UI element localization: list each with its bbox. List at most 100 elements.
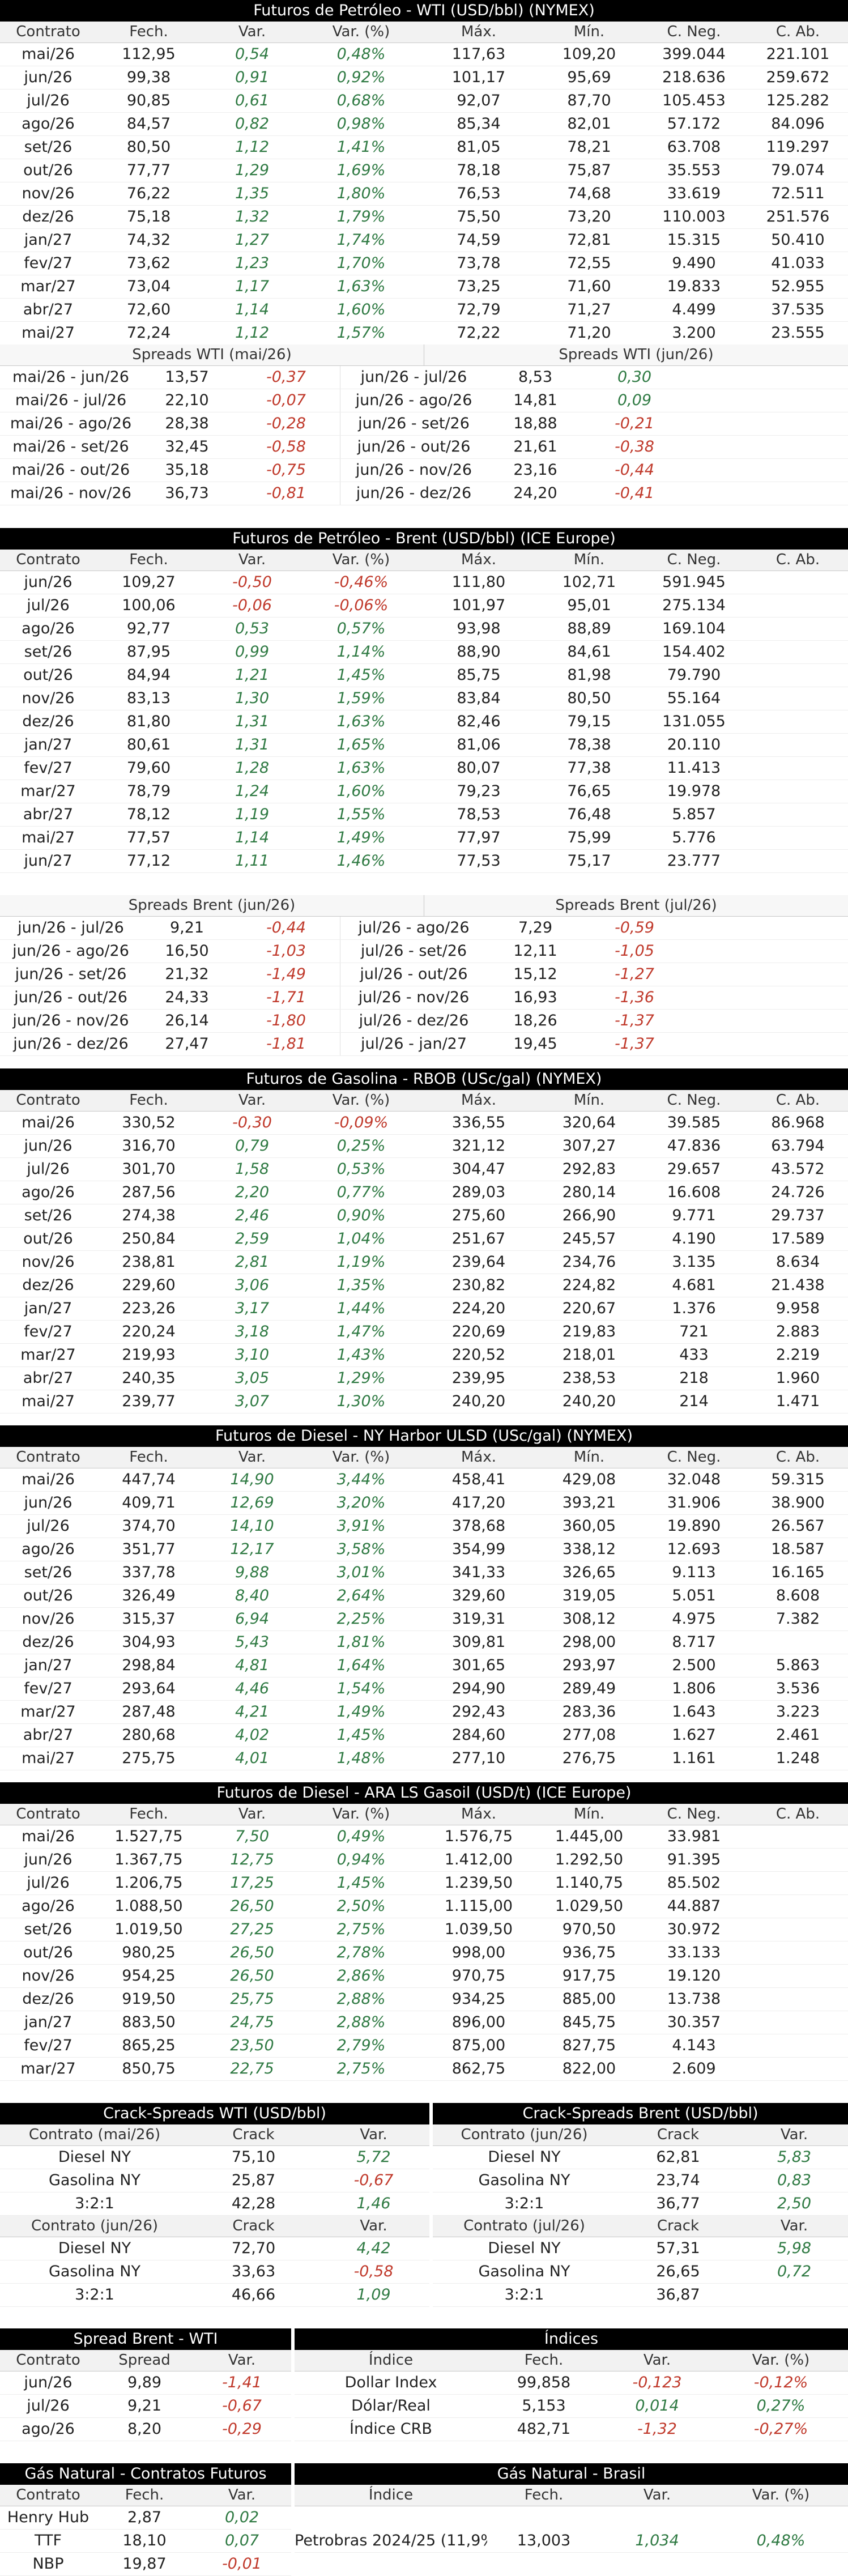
table-cell: 3,18 — [235, 1323, 270, 1340]
spread-cell: mai/26 - jul/26 — [15, 391, 127, 409]
spread-cell: 35,18 — [165, 461, 209, 479]
table-cell: 276,75 — [562, 1749, 616, 1767]
table-cell: jul/26 — [27, 92, 70, 109]
spread-row: mai/26 - nov/26 36,73 -0,81 jun/26 - dez/26… — [0, 482, 848, 505]
table-cell: 81,98 — [567, 666, 611, 684]
column-header: Var. — [360, 2217, 387, 2234]
table-cell — [748, 687, 848, 710]
spread-cell: 9,21 — [169, 919, 204, 936]
table-cell: 84,57 — [126, 115, 171, 133]
table-cell: 77,53 — [457, 852, 501, 870]
table-cell: 1,63% — [336, 278, 386, 295]
table-cell: 4.681 — [672, 1276, 716, 1294]
table-cell: 220,69 — [451, 1323, 506, 1340]
table-cell: 3,91% — [336, 1517, 386, 1535]
table-cell: 1,034 — [635, 2532, 679, 2549]
table-cell: 1,81% — [336, 1633, 386, 1651]
table-cell: 319,31 — [451, 1610, 506, 1628]
spread-cell: 27,47 — [165, 1035, 209, 1053]
column-header: Índice — [368, 2486, 414, 2503]
table-cell: ago/26 — [22, 1183, 75, 1201]
table-cell: dez/26 — [22, 1276, 74, 1294]
table-cell: 72,81 — [567, 231, 611, 249]
contract-row: set/26 337,78 9,88 3,01% 341,33 326,65 9.113 16… — [0, 1561, 848, 1585]
table-cell: mar/27 — [20, 278, 76, 295]
index-row: Dólar/Real 5,153 0,014 0,27% — [295, 2395, 848, 2418]
table-cell: 5,83 — [777, 2148, 812, 2166]
table-cell: nov/26 — [22, 1253, 75, 1271]
table-cell: 79.074 — [771, 161, 825, 179]
table-cell: 2,75% — [336, 2060, 386, 2077]
table-cell: 239,77 — [122, 1393, 176, 1410]
table-cell: 374,70 — [122, 1517, 176, 1535]
table-cell: 240,20 — [562, 1393, 616, 1410]
table-cell: 19.833 — [667, 278, 721, 295]
contract-row: out/26 980,25 26,50 2,78% 998,00 936,75 33.133 — [0, 1941, 848, 1965]
table-cell: 341,33 — [451, 1564, 506, 1581]
spread-cell: -0,37 — [266, 368, 306, 386]
table-cell: 298,00 — [562, 1633, 616, 1651]
table-cell: 27,25 — [230, 1921, 274, 1938]
column-header: Contrato — [16, 1449, 80, 1466]
table-cell: Petrobras 2024/25 (11,9%) — [295, 2532, 487, 2549]
table-cell: nov/26 — [22, 1610, 75, 1628]
table-cell: fev/27 — [24, 254, 73, 272]
column-header-row: Contrato Spread Var. — [0, 2350, 291, 2371]
contract-row: nov/26 83,13 1,30 1,59% 83,84 80,50 55.164 — [0, 687, 848, 710]
spread-cell: 7,29 — [518, 919, 553, 936]
column-header: Fech. — [129, 1449, 168, 1466]
spread-cell: jun/26 - out/26 — [340, 436, 487, 458]
table-cell: -0,50 — [232, 573, 272, 591]
contract-row: jun/26 316,70 0,79 0,25% 321,12 307,27 47.836 6… — [0, 1135, 848, 1158]
table-cell: 220,67 — [562, 1300, 616, 1317]
table-cell: 79,15 — [567, 713, 611, 730]
spread-cell: mai/26 - set/26 — [12, 438, 129, 455]
spread-row: jul/26 9,21 -0,67 — [0, 2395, 291, 2418]
column-header: Var. (%) — [332, 1449, 390, 1466]
table-cell: ago/26 — [22, 115, 75, 133]
crack-row: 3:2:1 46,66 1,09 — [0, 2284, 429, 2307]
table-cell: 883,50 — [122, 2013, 176, 2031]
spread-row: jun/26 - set/26 21,32 -1,49 jul/26 - out/26… — [0, 963, 848, 986]
table-cell: 304,47 — [451, 1160, 506, 1178]
table-cell: jan/27 — [24, 1300, 73, 1317]
spread-cell: 16,93 — [513, 989, 557, 1006]
table-cell: out/26 — [23, 1944, 73, 1961]
table-cell: 283,36 — [562, 1703, 616, 1721]
table-cell: 30.357 — [667, 2013, 721, 2031]
table-cell: 57,31 — [656, 2239, 700, 2257]
contract-row: mai/26 447,74 14,90 3,44% 458,41 429,08 32.048… — [0, 1468, 848, 1492]
table-cell: 0,02 — [224, 2509, 259, 2526]
table-cell: 2,59 — [235, 1230, 270, 1247]
column-header: Fech. — [129, 1092, 168, 1109]
table-cell: 9,88 — [235, 1564, 270, 1581]
table-cell: 77,77 — [126, 161, 171, 179]
spread-cell: jul/26 - nov/26 — [340, 986, 487, 1009]
table-cell: 18.587 — [771, 1540, 825, 1558]
table-cell: -0,67 — [353, 2171, 394, 2189]
table-cell: Gasolina NY — [478, 2171, 570, 2189]
spread-cell: -1,27 — [615, 965, 654, 983]
table-cell: 50.410 — [771, 231, 825, 249]
contract-row: nov/26 238,81 2,81 1,19% 239,64 234,76 3.135 8.… — [0, 1251, 848, 1274]
table-cell: 59.315 — [771, 1471, 825, 1488]
spread-row: jun/26 - ago/26 16,50 -1,03 jul/26 - set/26… — [0, 940, 848, 963]
contract-row: fev/27 79,60 1,28 1,63% 80,07 77,38 11.413 — [0, 757, 848, 780]
table-cell: 4.190 — [672, 1230, 716, 1247]
table-cell: 109,27 — [122, 573, 176, 591]
column-header: Contrato (jul/26) — [463, 2217, 585, 2234]
spread-cell: 21,61 — [513, 438, 557, 455]
table-cell: 0,82 — [235, 115, 270, 133]
table-cell: 62,81 — [656, 2148, 700, 2166]
contract-row: out/26 77,77 1,29 1,69% 78,18 75,87 35.553 79.0… — [0, 159, 848, 182]
table-cell: ago/26 — [22, 1897, 75, 1915]
column-header: C. Ab. — [775, 23, 820, 40]
table-cell: mar/27 — [20, 2060, 76, 2077]
table-cell: 1.806 — [672, 1680, 716, 1697]
column-header-row: Índice Fech. Var. Var. (%) — [295, 2485, 848, 2506]
table-cell: 482,71 — [517, 2420, 571, 2438]
contract-row: nov/26 315,37 6,94 2,25% 319,31 308,12 4.975 7.… — [0, 1608, 848, 1631]
crack-row: Gasolina NY 33,63 -0,58 — [0, 2260, 429, 2284]
contract-row: jun/26 109,27 -0,50 -0,46% 111,80 102,71 591.9… — [0, 571, 848, 594]
table-cell: 1,30% — [336, 1393, 386, 1410]
